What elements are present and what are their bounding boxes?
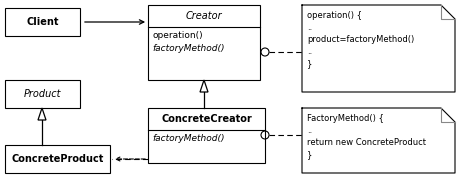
- Text: operation() {: operation() {: [307, 11, 362, 20]
- Text: return new ConcreteProduct: return new ConcreteProduct: [307, 138, 426, 147]
- Polygon shape: [200, 80, 208, 92]
- Text: ConcreteCreator: ConcreteCreator: [161, 114, 252, 124]
- Text: Creator: Creator: [186, 11, 222, 21]
- Text: factoryMethod(): factoryMethod(): [152, 44, 225, 53]
- Text: product=factoryMethod(): product=factoryMethod(): [307, 35, 414, 44]
- Text: factoryMethod(): factoryMethod(): [152, 134, 225, 143]
- Text: }: }: [307, 59, 313, 68]
- Text: Client: Client: [26, 17, 59, 27]
- Text: ..: ..: [307, 47, 312, 56]
- Text: ..: ..: [307, 23, 312, 32]
- Text: ..: ..: [307, 126, 312, 135]
- Bar: [5, 80, 80, 108]
- Text: Product: Product: [24, 89, 61, 99]
- Text: FactoryMethod() {: FactoryMethod() {: [307, 114, 384, 123]
- Text: }: }: [307, 150, 313, 159]
- Polygon shape: [302, 108, 455, 173]
- Text: ConcreteProduct: ConcreteProduct: [12, 154, 104, 164]
- Polygon shape: [302, 5, 455, 92]
- Text: operation(): operation(): [152, 31, 203, 40]
- Bar: [5, 145, 110, 173]
- Bar: [148, 108, 265, 163]
- Bar: [5, 8, 80, 36]
- Bar: [148, 5, 260, 80]
- Polygon shape: [38, 108, 46, 120]
